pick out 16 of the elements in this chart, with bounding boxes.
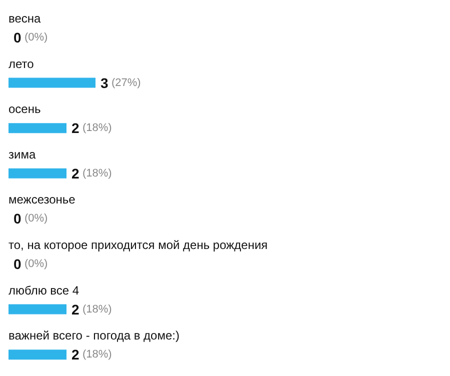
data-label: 0 (0%) (14, 210, 48, 227)
data-label: 2 (18%) (72, 346, 112, 363)
data-label: 2 (18%) (72, 120, 112, 136)
y-tick-label: зима (8, 147, 36, 162)
y-tick-label: люблю все 4 (8, 283, 80, 298)
data-label: 0 (0%) (14, 256, 48, 272)
y-tick-label: осень (8, 102, 41, 116)
data-label: 2 (18%) (72, 301, 112, 318)
y-tick-label: межсезонье (8, 192, 76, 207)
y-tick-label: то, на которое приходится мой день рождения (8, 238, 268, 252)
y-tick-label: весна (8, 12, 42, 26)
data-label: 2 (18%) (72, 165, 112, 182)
y-tick-label: важней всего - погода в доме:) (8, 328, 180, 343)
y-tick-label: лето (8, 56, 34, 71)
data-label: 0 (0%) (14, 30, 48, 46)
data-label: 3 (27%) (100, 74, 141, 91)
